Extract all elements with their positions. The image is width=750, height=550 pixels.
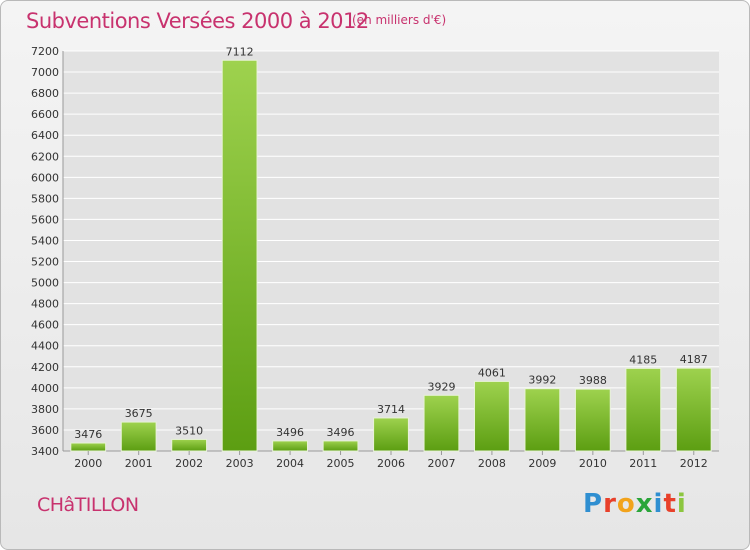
data-label: 7112	[226, 45, 254, 58]
y-tick-label: 4400	[31, 340, 59, 353]
data-label: 3929	[427, 380, 455, 393]
x-tick-label: 2006	[377, 457, 405, 470]
y-tick-label: 4800	[31, 298, 59, 311]
x-tick-label: 2008	[478, 457, 506, 470]
x-tick-label: 2007	[427, 457, 455, 470]
y-tick-label: 4200	[31, 361, 59, 374]
data-label: 4061	[478, 366, 506, 379]
proxiti-logo[interactable]: Proxiti	[583, 489, 687, 519]
y-tick-label: 5800	[31, 192, 59, 205]
data-label: 3675	[125, 407, 153, 420]
data-label: 3992	[528, 374, 556, 387]
y-tick-label: 6000	[31, 171, 59, 184]
bar-2007	[423, 394, 460, 452]
x-tick-label: 2005	[327, 457, 355, 470]
y-tick-label: 5600	[31, 213, 59, 226]
bar-2004	[272, 440, 308, 452]
data-label: 3496	[276, 426, 304, 439]
x-tick-label: 2000	[74, 457, 102, 470]
x-tick-label: 2010	[579, 457, 607, 470]
logo-letter: r	[603, 489, 617, 519]
logo-letter: o	[616, 489, 636, 519]
logo-letter: P	[583, 489, 604, 519]
y-tick-label: 6600	[31, 108, 59, 121]
y-tick-label: 7200	[31, 45, 59, 58]
data-label: 3476	[74, 428, 102, 441]
data-label: 3510	[175, 424, 203, 437]
x-tick-label: 2012	[680, 457, 708, 470]
y-tick-label: 3600	[31, 424, 59, 437]
x-tick-label: 2001	[125, 457, 153, 470]
plot-area	[63, 51, 719, 451]
x-tick-label: 2004	[276, 457, 304, 470]
logo-letter: i	[653, 489, 664, 519]
data-label: 3988	[579, 374, 607, 387]
bar-2000	[70, 442, 107, 452]
y-tick-label: 5400	[31, 234, 59, 247]
data-label: 4185	[629, 353, 657, 366]
y-tick-label: 3800	[31, 403, 59, 416]
data-label: 4187	[680, 353, 708, 366]
bar-2006	[373, 417, 409, 452]
y-tick-label: 3400	[31, 445, 59, 458]
y-tick-label: 5000	[31, 277, 59, 290]
y-tick-label: 4600	[31, 319, 59, 332]
unit-note: (en milliers d'€)	[352, 13, 447, 27]
bar-2003	[221, 59, 258, 452]
bar-2011	[625, 367, 662, 452]
bar-2001	[120, 421, 157, 452]
bar-2002	[171, 438, 208, 452]
y-tick-label: 6400	[31, 129, 59, 142]
x-tick-label: 2011	[629, 457, 657, 470]
bar-2010	[574, 388, 611, 452]
y-tick-label: 4000	[31, 382, 59, 395]
y-tick-label: 6800	[31, 87, 59, 100]
bar-2009	[524, 388, 561, 452]
y-tick-label: 7000	[31, 66, 59, 79]
x-tick-label: 2002	[175, 457, 203, 470]
bar-2008	[474, 380, 510, 452]
commune-name: CHâTILLON	[37, 494, 139, 516]
logo-letter: x	[635, 489, 654, 519]
y-tick-label: 5200	[31, 256, 59, 269]
logo-letter: i	[676, 489, 687, 519]
y-tick-label: 6200	[31, 150, 59, 163]
bar-2005	[322, 440, 359, 452]
chart-title: Subventions Versées 2000 à 2012	[26, 9, 369, 33]
data-label: 3496	[327, 426, 355, 439]
x-tick-label: 2003	[226, 457, 254, 470]
bar-2012	[675, 367, 712, 452]
data-label: 3714	[377, 403, 405, 416]
x-tick-label: 2009	[528, 457, 556, 470]
logo-letter: t	[663, 489, 677, 519]
